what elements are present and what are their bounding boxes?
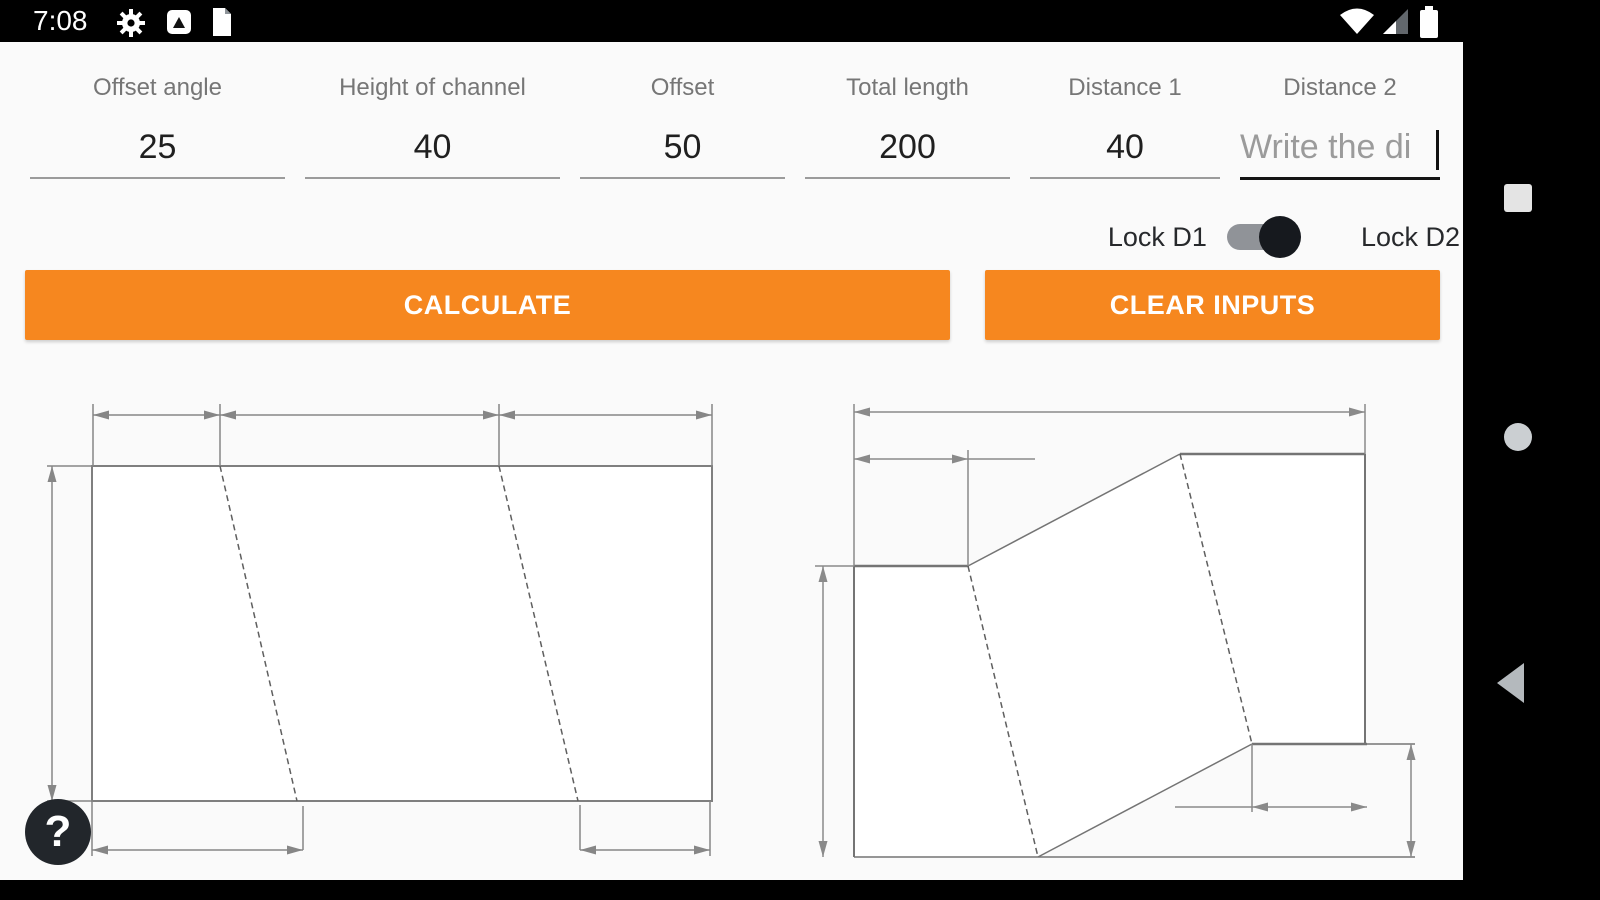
height-of-channel-input[interactable] (305, 128, 560, 179)
text-cursor (1436, 130, 1439, 170)
back-button[interactable] (1497, 663, 1524, 703)
battery-icon (1420, 6, 1438, 38)
channel-profile (854, 454, 1365, 857)
field-distance-1: Distance 1 (1030, 74, 1220, 180)
lock-d1-switch[interactable] (1226, 216, 1301, 258)
input-fields-row: Offset angle Height of channel Offset To… (30, 74, 1440, 180)
switch-thumb (1258, 216, 1301, 258)
field-offset: Offset (580, 74, 785, 180)
settings-gear-icon (117, 9, 145, 37)
field-label: Total length (846, 74, 969, 101)
calculate-button[interactable]: CALCULATE (25, 270, 950, 340)
field-label: Offset (650, 74, 715, 101)
field-label: Height of channel (339, 74, 526, 101)
clear-inputs-button[interactable]: CLEAR INPUTS (985, 270, 1440, 340)
field-label: Distance 2 (1283, 74, 1397, 101)
notes-file-icon (213, 8, 231, 36)
help-button[interactable]: ? (25, 799, 91, 865)
field-distance-2: Distance 2 (1240, 74, 1440, 180)
field-offset-angle: Offset angle (30, 74, 285, 180)
clock: 7:08 (33, 5, 88, 36)
total-length-input[interactable] (805, 128, 1010, 179)
field-label: Distance 1 (1068, 74, 1182, 101)
recents-button[interactable] (1504, 184, 1532, 212)
screenshot-icon (167, 10, 191, 34)
dimension-lines (47, 404, 713, 856)
flat-pattern-diagram (47, 404, 713, 856)
profile-edges (853, 452, 1415, 858)
offset-angle-input[interactable] (30, 128, 285, 179)
field-total-length: Total length (805, 74, 1010, 180)
dimension-arrows (818, 407, 1416, 857)
navigation-bar (1463, 0, 1600, 900)
offset-input[interactable] (580, 128, 785, 179)
distance-1-input[interactable] (1030, 128, 1220, 179)
cell-signal-icon (1383, 9, 1408, 34)
distance-2-input[interactable] (1240, 128, 1440, 180)
home-button[interactable] (1504, 423, 1532, 451)
profile-diagram (815, 404, 1416, 858)
fold-lines (219, 465, 579, 802)
dimension-lines (815, 404, 1412, 857)
lock-d1-label: Lock D1 (1107, 221, 1207, 252)
status-bar: 7:08 (0, 0, 1600, 42)
field-height-of-channel: Height of channel (305, 74, 560, 180)
field-label: Offset angle (93, 74, 222, 101)
dimension-arrows (47, 410, 712, 855)
bottom-bar (0, 880, 1463, 900)
lock-d2-label: Lock D2 (1360, 221, 1460, 252)
wifi-icon (1340, 8, 1374, 34)
